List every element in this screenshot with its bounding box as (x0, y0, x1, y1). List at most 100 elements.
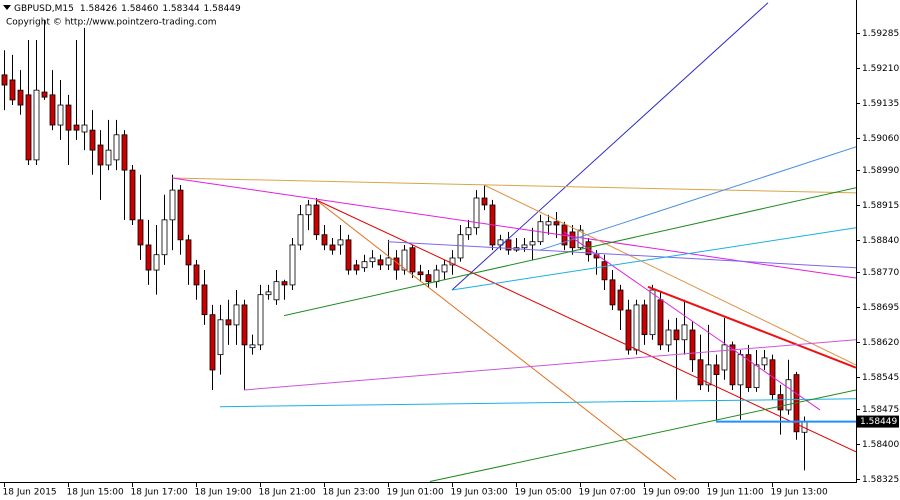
trendline (283, 187, 856, 317)
candle-body (441, 264, 448, 273)
candle-body (193, 264, 200, 286)
price-label: 1.58449 (860, 417, 897, 427)
candle-body (161, 219, 168, 256)
candle-body (49, 94, 56, 126)
candle-body (209, 314, 216, 371)
header-close: 1.58449 (204, 4, 241, 14)
header-open: 1.58426 (80, 4, 117, 14)
candle-body (657, 299, 664, 346)
candle-body (641, 304, 648, 336)
y-tick-label: 1.59060 (862, 134, 899, 144)
trendline (219, 398, 856, 408)
y-tick-label: 1.58695 (862, 303, 899, 313)
candle-body (257, 294, 264, 346)
y-tick-label: 1.59210 (862, 64, 899, 74)
x-tick-label: 18 Jun 2015 (3, 488, 57, 498)
candle-body (41, 91, 48, 98)
candle-body (473, 197, 480, 229)
y-tick-label: 1.58545 (862, 373, 899, 383)
x-tick-label: 18 Jun 21:00 (259, 488, 316, 498)
trendline (243, 339, 856, 391)
chart-header: GBPUSD,M15 1.58426 1.58460 1.58344 1.58449 (14, 4, 241, 14)
x-tick-label: 19 Jun 07:00 (579, 488, 636, 498)
candle-body (553, 221, 560, 226)
x-tick-label: 19 Jun 09:00 (643, 488, 700, 498)
candle-body (9, 79, 16, 101)
candle-body (761, 357, 768, 366)
candle-body (689, 329, 696, 361)
candle-body (281, 281, 288, 286)
candle-body (545, 221, 552, 226)
candle-body (617, 289, 624, 311)
candle-body (737, 354, 744, 386)
candle-body (73, 124, 80, 131)
candle-body (457, 234, 464, 259)
header-high: 1.58460 (121, 4, 158, 14)
trendline (171, 177, 856, 194)
candle-body (217, 319, 224, 356)
plot-area (1, 2, 856, 482)
candle-body (1, 74, 8, 86)
candle-body (417, 271, 424, 276)
candle-body (17, 89, 24, 106)
candle-body (449, 257, 456, 266)
y-tick-label: 1.58915 (862, 201, 899, 211)
candle-body (785, 379, 792, 411)
candle-body (465, 227, 472, 236)
candle-body (153, 254, 160, 271)
x-tick-label: 19 Jun 01:00 (387, 488, 444, 498)
x-tick-label: 19 Jun 13:00 (771, 488, 828, 498)
candle-body (401, 249, 408, 271)
symbol: GBPUSD,M15 (14, 4, 74, 14)
candle-body (97, 144, 104, 166)
candle-body (105, 149, 112, 166)
candle-body (25, 94, 32, 161)
price-box (857, 415, 899, 428)
candle-body (697, 359, 704, 386)
trendline (451, 227, 856, 291)
candle-body (297, 214, 304, 246)
candle-body (313, 204, 320, 236)
trendline (539, 146, 856, 251)
candle-body (673, 329, 680, 341)
candle-body (409, 247, 416, 273)
candle-body (337, 239, 344, 246)
y-tick-label: 1.58620 (862, 338, 899, 348)
y-tick-label: 1.59135 (862, 99, 899, 109)
candle-body (505, 239, 512, 251)
candle-body (57, 104, 64, 126)
candle-body (649, 289, 656, 336)
menu-triangle[interactable] (3, 5, 11, 10)
y-tick-label: 1.58770 (862, 268, 899, 278)
candle-body (177, 189, 184, 241)
candle-body (481, 197, 488, 206)
trendline (451, 2, 769, 291)
candle-body (369, 257, 376, 263)
trendline (429, 389, 856, 482)
candle-body (625, 309, 632, 351)
candle-body (633, 304, 640, 351)
candle-body (681, 324, 688, 341)
candle-body (361, 261, 368, 269)
y-tick-label: 1.58400 (862, 440, 899, 450)
x-tick-label: 19 Jun 05:00 (515, 488, 572, 498)
x-tick-label: 19 Jun 11:00 (707, 488, 764, 498)
y-tick-label: 1.58325 (862, 475, 899, 485)
candle-body (289, 244, 296, 286)
trendline (563, 231, 821, 411)
candle-body (233, 304, 240, 326)
candle-body (377, 259, 384, 266)
candle-body (273, 281, 280, 301)
x-tick-label: 18 Jun 15:00 (67, 488, 124, 498)
y-tick-label: 1.58475 (862, 405, 899, 415)
candle-body (185, 239, 192, 266)
candle-body (201, 284, 208, 316)
y-tick-label: 1.58840 (862, 236, 899, 246)
candle-body (265, 291, 272, 296)
candle-body (609, 279, 616, 306)
candle-body (601, 261, 608, 281)
candle-body (329, 244, 336, 251)
trendline (315, 199, 677, 481)
candle-body (249, 344, 256, 349)
